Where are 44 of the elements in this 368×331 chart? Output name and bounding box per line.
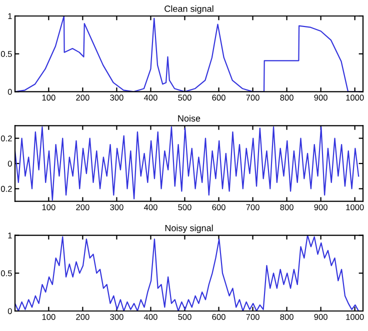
y-tick-label: 0 <box>8 160 12 167</box>
x-tick-label: 700 <box>246 94 260 101</box>
x-tick-label: 800 <box>280 314 294 320</box>
x-tick-label: 800 <box>280 94 294 101</box>
x-tick-label: 500 <box>178 314 192 320</box>
y-tick-label: 0.2 <box>0 186 12 192</box>
x-tick-label: 100 <box>42 94 56 101</box>
x-tick-label: 400 <box>144 204 158 210</box>
y-tick-label: 0 <box>8 308 12 314</box>
y-tick-label: 0 <box>8 88 12 95</box>
x-tick-label: 900 <box>314 204 328 210</box>
x-tick-label: 600 <box>212 94 226 101</box>
x-tick-label: 200 <box>76 94 90 101</box>
x-tick-label: 600 <box>212 204 226 210</box>
x-tick-label: 300 <box>110 314 124 320</box>
x-tick-label: 300 <box>110 204 124 210</box>
x-tick-label: 800 <box>280 204 294 210</box>
x-tick-label: 700 <box>246 204 260 210</box>
x-tick-label: 1000 <box>346 314 364 320</box>
x-tick-label: 900 <box>314 314 328 320</box>
x-tick-label: 300 <box>110 94 124 101</box>
y-tick-label: 0.5 <box>0 51 12 57</box>
x-tick-label: 400 <box>144 314 158 320</box>
y-tick-label: 1 <box>8 13 12 20</box>
x-tick-label: 700 <box>246 314 260 320</box>
x-tick-label: 500 <box>178 204 192 210</box>
x-tick-label: 400 <box>144 94 158 101</box>
x-tick-label: 900 <box>314 94 328 101</box>
x-tick-label: 200 <box>76 204 90 210</box>
x-tick-label: 1000 <box>346 94 364 101</box>
x-tick-label: 200 <box>76 314 90 320</box>
y-tick-label: 0.5 <box>0 270 12 276</box>
chart-title: Noisy signal <box>165 224 213 234</box>
chart-title: Clean signal <box>164 5 214 14</box>
y-tick-label: 1 <box>8 232 12 238</box>
y-tick-label: 0.2 <box>0 135 12 142</box>
line-series <box>15 126 360 201</box>
x-tick-label: 1000 <box>346 204 364 210</box>
x-tick-label: 100 <box>42 204 56 210</box>
chart-title: Noise <box>178 114 200 122</box>
x-tick-label: 600 <box>212 314 226 320</box>
x-tick-label: 500 <box>178 94 192 101</box>
line-series <box>15 235 360 311</box>
x-tick-label: 100 <box>42 314 56 320</box>
